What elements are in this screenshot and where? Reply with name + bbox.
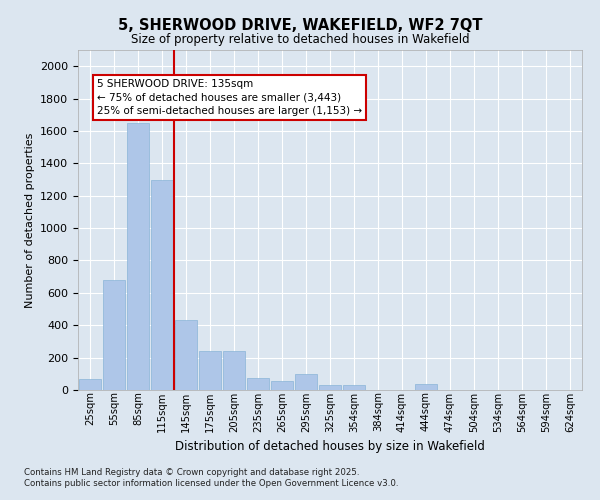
Bar <box>79 380 101 390</box>
Bar <box>223 351 245 390</box>
Text: 5 SHERWOOD DRIVE: 135sqm
← 75% of detached houses are smaller (3,443)
25% of sem: 5 SHERWOOD DRIVE: 135sqm ← 75% of detach… <box>97 79 362 116</box>
Bar <box>247 378 269 390</box>
Bar <box>175 320 197 390</box>
Bar <box>343 385 365 390</box>
Bar <box>295 374 317 390</box>
Text: 5, SHERWOOD DRIVE, WAKEFIELD, WF2 7QT: 5, SHERWOOD DRIVE, WAKEFIELD, WF2 7QT <box>118 18 482 32</box>
Bar <box>319 385 341 390</box>
X-axis label: Distribution of detached houses by size in Wakefield: Distribution of detached houses by size … <box>175 440 485 453</box>
Text: Size of property relative to detached houses in Wakefield: Size of property relative to detached ho… <box>131 32 469 46</box>
Bar <box>415 384 437 390</box>
Text: Contains HM Land Registry data © Crown copyright and database right 2025.
Contai: Contains HM Land Registry data © Crown c… <box>24 468 398 487</box>
Y-axis label: Number of detached properties: Number of detached properties <box>25 132 35 308</box>
Bar <box>103 280 125 390</box>
Bar <box>199 351 221 390</box>
Bar <box>271 381 293 390</box>
Bar <box>151 180 173 390</box>
Bar <box>127 123 149 390</box>
